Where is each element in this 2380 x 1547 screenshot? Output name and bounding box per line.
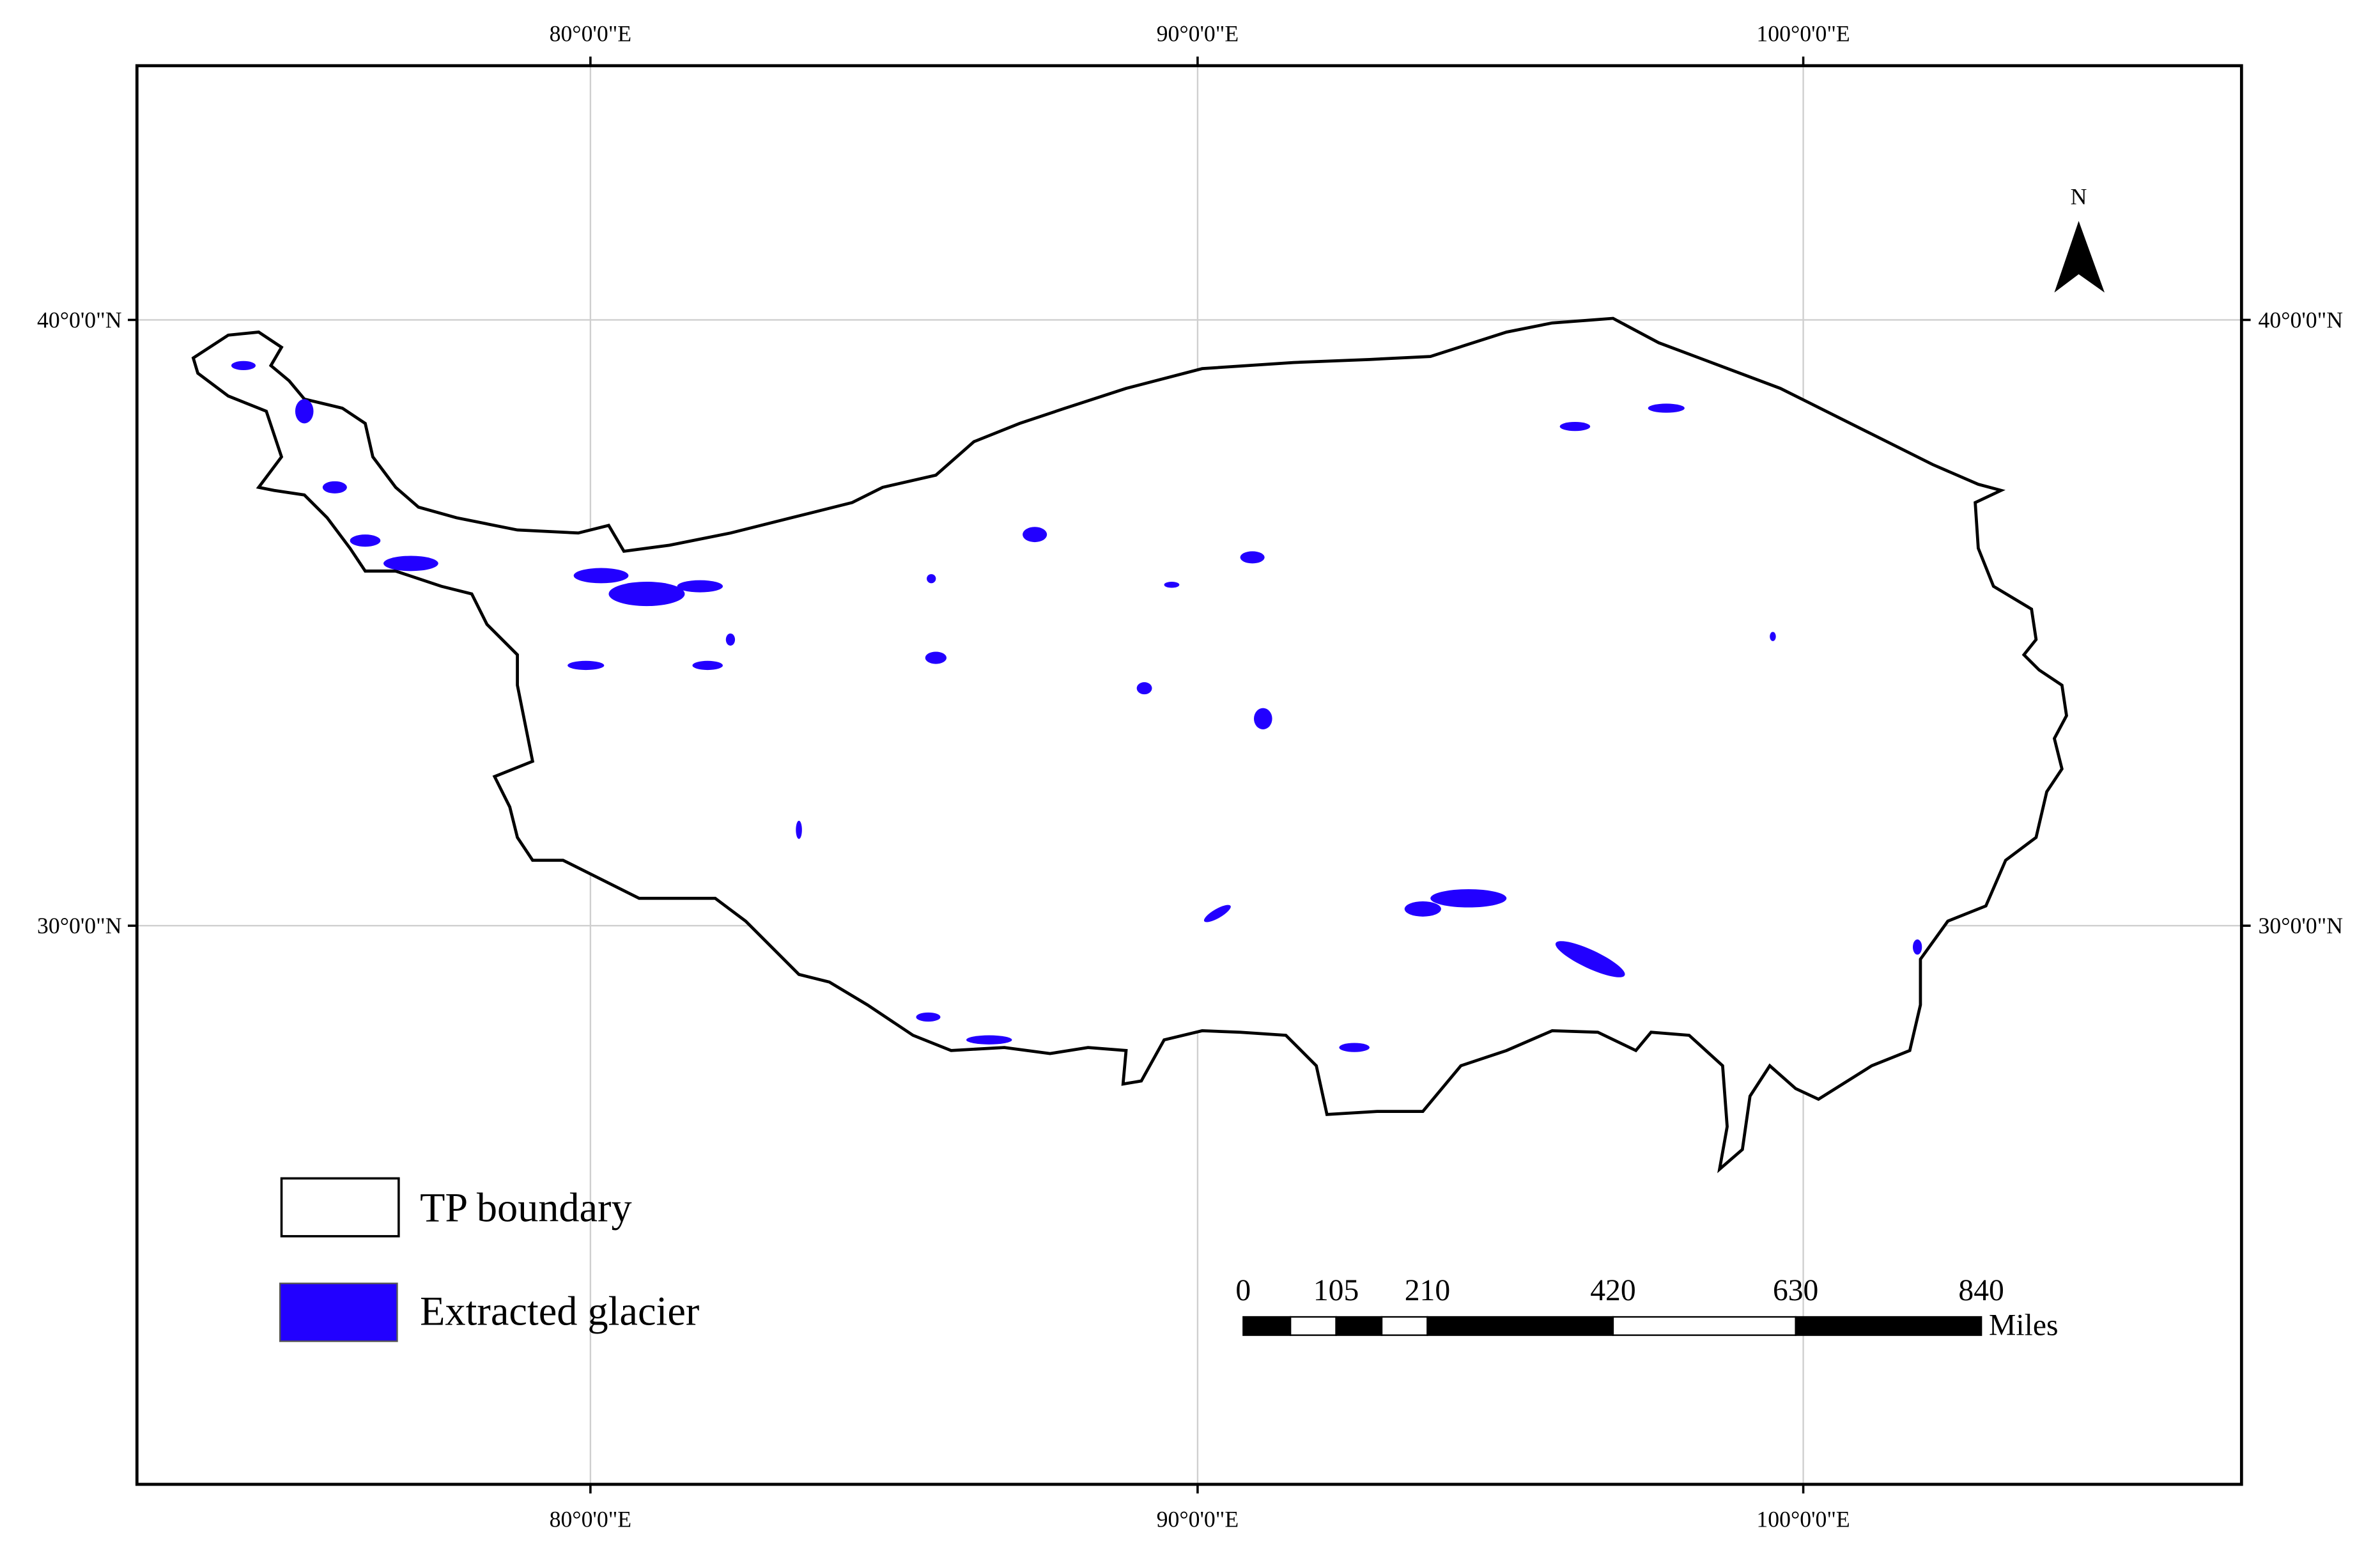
scale-label: 210 [1405,1274,1450,1307]
glaciers [231,361,1922,1052]
scale-segment [1795,1316,1982,1336]
glacier [1136,682,1152,695]
scale-bar [1242,1316,1982,1336]
glacier [1555,941,1625,977]
frame-ticks [128,56,2251,1494]
glacier [231,361,256,371]
lat-label: 40°0'0"N [2259,307,2343,332]
lon-label: 100°0'0"E [1756,1507,1850,1532]
glacier [383,556,438,571]
scale-segment [1380,1316,1428,1336]
scale-segment [1335,1316,1383,1336]
scale-label: 630 [1773,1274,1818,1307]
glacier [1648,403,1685,413]
glacier [1023,527,1047,543]
glacier [916,1012,941,1022]
scale-label: 0 [1235,1274,1251,1307]
glacier [966,1035,1012,1045]
scale-segment [1612,1316,1797,1336]
glacier [1164,581,1180,588]
glacier [568,660,605,671]
scale-label: 105 [1313,1274,1359,1307]
glacier [1240,551,1265,564]
glacier [677,580,723,593]
glacier [1254,708,1272,729]
glacier [1404,901,1441,917]
lon-label: 80°0'0"E [550,21,631,47]
lon-label: 100°0'0"E [1756,21,1850,47]
glacier [295,399,314,424]
map-frame [135,64,2243,1486]
glacier [608,581,685,607]
glacier [1770,632,1776,641]
lat-label: 30°0'0"N [2259,913,2343,938]
glacier [573,568,629,584]
legend-label: TP boundary [420,1185,631,1230]
glacier [796,820,802,839]
legend-swatch-boundary [280,1177,400,1238]
north-label: N [2071,183,2087,209]
scale-label: 420 [1590,1274,1635,1307]
lat-label: 30°0'0"N [37,913,121,938]
scale-segment [1289,1316,1337,1336]
legend-swatch-glacier [279,1282,398,1342]
glacier [1913,939,1922,955]
scale-label: 840 [1958,1274,2004,1307]
scale-unit: Miles [1989,1309,2058,1342]
glacier [925,651,947,664]
glacier [322,481,347,494]
lon-label: 80°0'0"E [550,1507,631,1532]
scale-segment [1242,1316,1292,1336]
lat-label: 40°0'0"N [37,307,121,332]
glacier [1559,421,1591,431]
scale-segment [1426,1316,1614,1336]
glacier [1339,1043,1370,1052]
glacier [692,660,723,671]
north-arrow [2054,221,2105,293]
glacier [725,633,736,646]
lon-label: 90°0'0"E [1157,21,1239,47]
glacier [1430,889,1507,908]
glacier [1203,905,1231,922]
lon-label: 90°0'0"E [1157,1507,1239,1532]
glacier [350,534,381,547]
legend-label: Extracted glacier [420,1288,699,1333]
glacier [927,574,936,584]
